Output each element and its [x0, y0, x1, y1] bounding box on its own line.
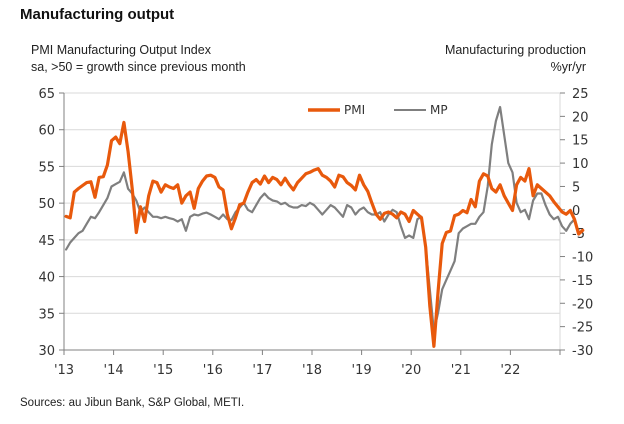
series-line-mp: [64, 105, 576, 333]
right-tick-label: 15: [572, 134, 589, 149]
right-tick-label: -25: [572, 321, 593, 336]
left-axis-title-line2: sa, >50 = growth since previous month: [31, 60, 246, 74]
x-tick-label: '13: [54, 363, 74, 378]
right-axis-title-line1: Manufacturing production: [444, 43, 586, 57]
left-tick-label: 60: [38, 124, 55, 139]
x-tick-label: '14: [104, 363, 124, 378]
left-axis-title: PMI Manufacturing Output Index sa, >50 =…: [31, 42, 246, 76]
left-tick-label: 40: [38, 271, 55, 286]
x-tick-label: '17: [252, 363, 272, 378]
right-tick-label: -15: [572, 274, 593, 289]
right-tick-label: 10: [572, 157, 589, 172]
left-tick-label: 45: [38, 234, 55, 249]
left-tick-label: 65: [38, 87, 55, 102]
chart-title: Manufacturing output: [20, 6, 175, 23]
right-tick-label: 20: [572, 110, 589, 125]
x-tick-label: '19: [352, 363, 372, 378]
left-tick-label: 55: [38, 160, 55, 175]
right-tick-label: -20: [572, 297, 593, 312]
series-line-pmi: [64, 120, 585, 348]
x-tick-label: '18: [302, 363, 322, 378]
left-tick-label: 35: [38, 307, 55, 322]
series-lines: [64, 105, 585, 348]
right-tick-label: -10: [572, 251, 593, 266]
legend: PMI MP: [308, 103, 448, 117]
x-tick-label: '20: [401, 363, 421, 378]
legend-pmi-label: PMI: [344, 103, 365, 117]
right-tick-label: -30: [572, 344, 593, 359]
x-tick-label: '21: [451, 363, 471, 378]
legend-mp-label: MP: [430, 103, 448, 117]
right-tick-label: 5: [572, 180, 580, 195]
left-tick-label: 50: [38, 197, 55, 212]
left-tick-label: 30: [38, 344, 55, 359]
axes: 3035404550556065-30-25-20-15-10-50510152…: [38, 87, 593, 378]
right-tick-label: 0: [572, 204, 580, 219]
x-tick-label: '16: [203, 363, 223, 378]
right-axis-title-line2: %yr/yr: [550, 60, 586, 74]
x-tick-label: '15: [153, 363, 173, 378]
source-note: Sources: au Jibun Bank, S&P Global, METI…: [20, 397, 245, 409]
left-axis-title-line1: PMI Manufacturing Output Index: [31, 43, 211, 57]
right-axis-title: Manufacturing production %yr/yr: [445, 42, 586, 76]
right-tick-label: 25: [572, 87, 589, 102]
gridlines: [64, 92, 560, 314]
x-tick-label: '22: [500, 363, 520, 378]
